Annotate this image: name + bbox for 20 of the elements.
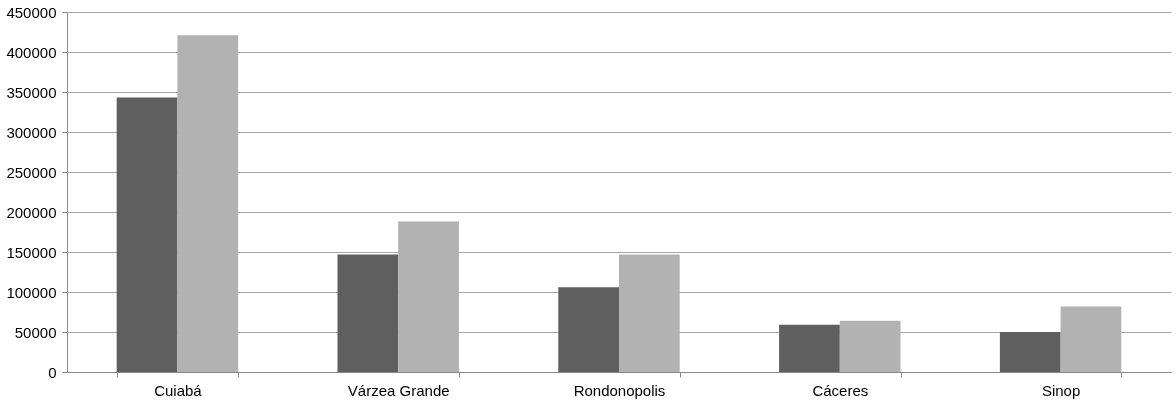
bar xyxy=(337,254,399,372)
y-tick-label: 300000 xyxy=(6,123,57,141)
bar xyxy=(999,332,1061,372)
bar xyxy=(116,97,178,372)
x-tick-label: Rondonopolis xyxy=(573,381,666,399)
x-tick-label: Cuiabá xyxy=(154,381,203,399)
y-tick-label: 100000 xyxy=(6,283,57,301)
y-tick-label: 150000 xyxy=(6,243,57,261)
y-tick-label: 400000 xyxy=(6,43,57,61)
x-tick-label: Cáceres xyxy=(812,381,869,399)
x-tick-label: Várzea Grande xyxy=(347,381,450,399)
x-tick-label: Sinop xyxy=(1041,381,1081,399)
y-tick-label: 450000 xyxy=(6,3,57,21)
y-tick-label: 350000 xyxy=(6,83,57,101)
bar xyxy=(558,287,619,372)
y-tick-label: 0 xyxy=(48,363,57,381)
y-tick-label: 200000 xyxy=(6,203,57,221)
bar xyxy=(779,324,840,372)
y-tick-label: 250000 xyxy=(6,163,57,181)
y-tick-label: 50000 xyxy=(14,323,57,341)
